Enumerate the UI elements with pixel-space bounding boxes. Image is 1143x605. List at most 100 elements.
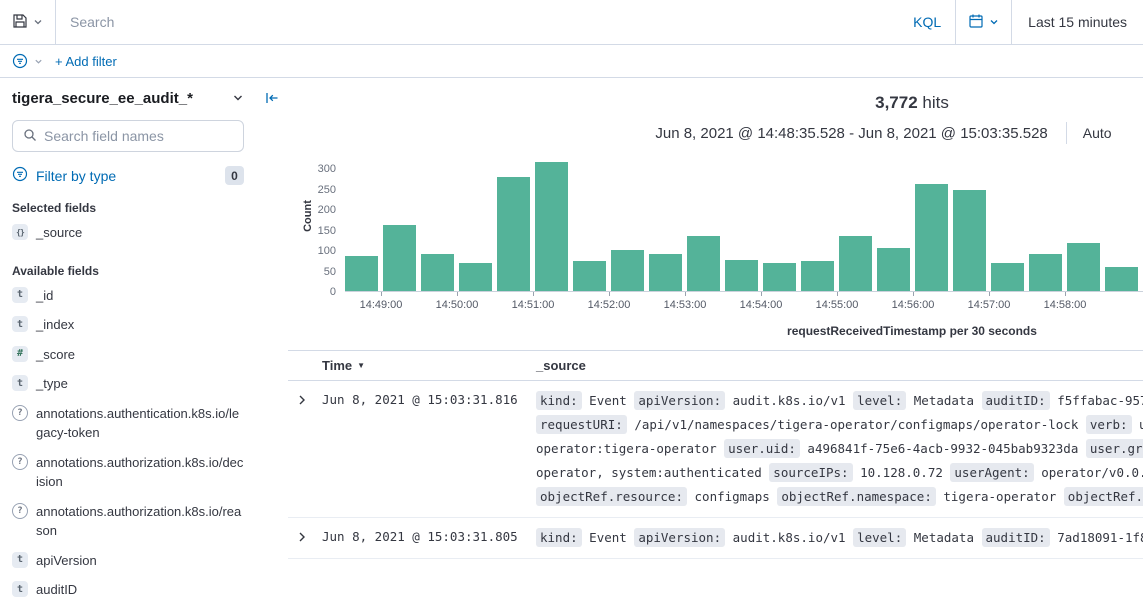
y-axis-tick-label: 50 [323,265,336,278]
expand-row-icon[interactable] [296,389,322,409]
collapse-sidebar-icon[interactable] [264,90,280,109]
histogram-bar[interactable] [345,256,378,291]
histogram-bar[interactable] [1029,254,1062,291]
source-column-header: _source [536,358,586,373]
chevron-down-icon [33,14,43,30]
filter-count-badge: 0 [225,166,244,185]
interval-select[interactable]: Auto ▾ [1065,122,1143,144]
field-type-unknown-icon: ? [12,502,28,519]
date-quick-select-button[interactable] [955,0,1011,44]
time-range-picker[interactable]: Last 15 minutes [1011,0,1143,44]
histogram-bar[interactable] [953,190,986,291]
x-axis-tick-label: 14:54:00 [739,299,783,311]
histogram-bar[interactable] [877,248,910,291]
field-pill: level: [853,391,907,410]
doc-table-header: Time ▼ _source [288,350,1143,381]
field-type-source-icon: {} [12,224,28,240]
add-filter-button[interactable]: + Add filter [55,53,117,69]
filter-bar: + Add filter [0,45,1143,78]
chart-y-axis: 0 50 100 150 200 250 300 [302,152,336,298]
field-pill: auditID: [981,391,1050,410]
histogram-bar[interactable] [1105,267,1138,291]
field-name: _id [36,287,54,303]
histogram-bar[interactable] [573,261,606,291]
chevron-down-icon [34,53,43,69]
expand-row-icon[interactable] [296,526,322,546]
field-pill: user.uid: [724,439,800,458]
available-fields-list: t _id t _index # _score t _type? annotations.aut… [12,281,244,605]
field-name: annotations.authorization.k8s.io/decisio… [36,454,244,490]
source-cell: kind: Event apiVersion: audit.k8s.io/v1 … [536,526,1143,550]
source-line: operator:tigera-operator user.uid: a4968… [536,437,1143,461]
field-item-apiVersion[interactable]: t apiVersion [12,546,244,576]
field-item-_index[interactable]: t _index [12,310,244,340]
x-axis-title: requestReceivedTimestamp per 30 seconds [787,324,1037,338]
kql-button[interactable]: KQL [913,14,942,30]
histogram-bar[interactable] [725,260,758,291]
doc-table: Time ▼ _source Jun 8, 2021 @ 15:03:31.81… [288,350,1143,559]
field-search-input[interactable] [44,128,233,144]
filter-by-type-icon [12,166,28,185]
field-pill: level: [853,528,907,547]
query-bar: KQL Last 15 minutes [0,0,1143,45]
histogram-bar[interactable] [421,254,454,291]
field-pill: userAgent: [950,463,1034,482]
chevron-down-icon [232,91,244,107]
search-icon [23,128,37,145]
histogram-bar[interactable] [801,261,834,291]
saved-query-menu-button[interactable] [0,0,56,44]
x-axis-tick-mark [837,292,838,296]
x-axis-tick-mark [1065,292,1066,296]
available-fields-heading: Available fields [12,263,99,278]
selected-fields-list: {} _source [12,218,244,248]
histogram-bar[interactable] [611,250,644,291]
field-pill: objectRef.resource: [536,487,687,506]
x-axis-tick-mark [381,292,382,296]
field-item-annotations.authorization.k8s.io/reason[interactable]: ? annotations.authorization.k8s.io/reason [12,497,244,546]
field-name: _index [36,317,75,332]
histogram-bar[interactable] [763,263,796,291]
histogram-bar[interactable] [915,184,948,291]
field-pill: apiVersion: [634,528,726,547]
x-axis-tick-label: 14:51:00 [511,299,555,311]
histogram-bar[interactable] [535,162,568,291]
x-axis-tick-label: 14:52:00 [587,299,631,311]
field-item-_score[interactable]: # _score [12,340,244,370]
chevron-down-icon [989,14,999,30]
histogram-bar[interactable] [383,225,416,291]
time-header-label: Time [322,358,353,373]
field-name: annotations.authorization.k8s.io/reason [36,503,242,539]
y-axis-tick-label: 300 [317,163,336,175]
field-item-_type[interactable]: t _type [12,369,244,399]
histogram-bar[interactable] [687,236,720,291]
histogram-bar[interactable] [649,254,682,291]
chart-bars [345,152,1143,292]
x-axis-tick-mark [913,292,914,296]
histogram-bar[interactable] [991,263,1024,291]
sort-descending-icon[interactable]: ▼ [357,361,366,370]
field-pill: kind: [536,391,582,410]
x-axis-tick-mark [533,292,534,296]
index-pattern-switcher[interactable]: tigera_secure_ee_audit_* [12,90,244,107]
discover-sidebar: tigera_secure_ee_audit_* Filter by type … [0,78,256,597]
field-type-string-icon: t [12,581,28,597]
histogram-bar[interactable] [1067,243,1100,291]
field-item-auditID[interactable]: t auditID [12,575,244,605]
search-input[interactable] [56,0,900,44]
field-pill: user.groups: [1085,439,1143,458]
histogram-chart: Count 0 50 100 150 200 250 300 14:49:00 14:50:0… [288,152,1143,318]
field-item-_id[interactable]: t _id [12,281,244,311]
field-item-annotations.authorization.k8s.io/decision[interactable]: ? annotations.authorization.k8s.io/decisi… [12,448,244,497]
filter-by-type-button[interactable]: Filter by type 0 [12,166,244,185]
histogram-bar[interactable] [459,263,492,291]
field-item-annotations.authentication.k8s.io/legacy-token[interactable]: ? annotations.authentication.k8s.io/legac… [12,399,244,448]
histogram-bar[interactable] [497,177,530,291]
filter-options-icon[interactable] [12,53,28,69]
x-axis-tick-label: 14:49:00 [359,299,403,311]
time-column-header[interactable]: Time ▼ [322,358,536,373]
histogram-time-range[interactable]: Jun 8, 2021 @ 14:48:35.528 - Jun 8, 2021… [655,124,1048,142]
histogram-bar[interactable] [839,236,872,291]
field-name: annotations.authentication.k8s.io/legacy… [36,405,240,441]
field-item-_source[interactable]: {} _source [12,218,244,248]
doc-table-body: Jun 8, 2021 @ 15:03:31.816 kind: Event ap… [288,381,1143,559]
